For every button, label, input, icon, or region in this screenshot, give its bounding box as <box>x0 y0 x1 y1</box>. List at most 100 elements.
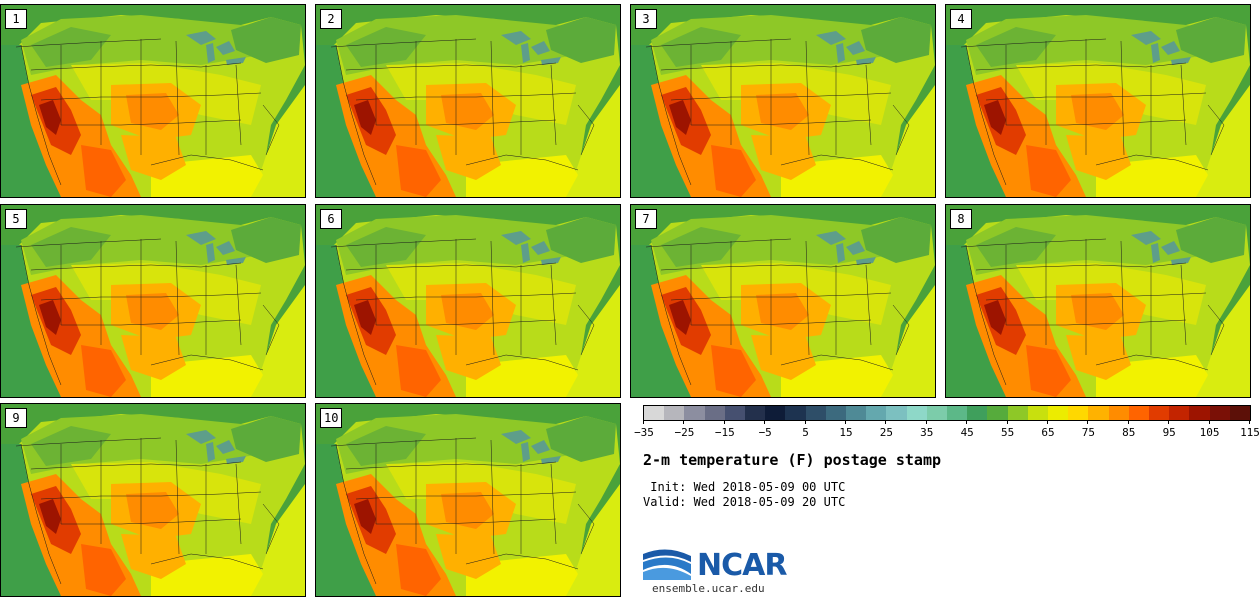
colorbar-cell <box>1088 406 1109 420</box>
colorbar-cell <box>846 406 867 420</box>
colorbar-tick <box>643 420 644 424</box>
us-temperature-map <box>946 5 1250 197</box>
ncar-logo-icon <box>643 549 691 580</box>
colorbar-tick-label: −25 <box>674 426 695 439</box>
colorbar-tick <box>885 420 887 424</box>
colorbar-cell <box>947 406 968 420</box>
panel-number: 6 <box>320 209 342 229</box>
colorbar-cell <box>1068 406 1089 420</box>
panel-number: 4 <box>950 9 972 29</box>
colorbar-cell <box>926 406 948 420</box>
colorbar <box>643 405 1251 421</box>
colorbar-cell <box>704 406 725 420</box>
colorbar-tick <box>764 420 766 424</box>
colorbar-tick-label: 25 <box>879 426 894 439</box>
colorbar-tick-label: 35 <box>920 426 934 439</box>
map-panel: 8 <box>945 204 1251 398</box>
map-panel: 7 <box>630 204 936 398</box>
colorbar-cell <box>906 406 927 420</box>
colorbar-tick <box>1087 420 1089 424</box>
colorbar-tick <box>1249 420 1250 424</box>
colorbar-cell <box>866 406 887 420</box>
panel-number: 9 <box>5 408 27 428</box>
map-panel: 3 <box>630 4 936 198</box>
map-panel: 4 <box>945 4 1251 198</box>
panel-number: 7 <box>635 209 657 229</box>
colorbar-ticks: −35 −25 −15 −5 5 15 25 35 45 55 65 75 85 95 105 115 <box>634 420 1260 444</box>
colorbar-tick-label: 95 <box>1162 426 1176 439</box>
colorbar-cell <box>1128 406 1150 420</box>
colorbar-tick-label: 45 <box>960 426 974 439</box>
colorbar-cell <box>987 406 1008 420</box>
colorbar-tick <box>1047 420 1048 424</box>
us-temperature-map <box>1 404 305 596</box>
map-panel: 2 <box>315 4 621 198</box>
colorbar-tick-label: −35 <box>634 426 654 439</box>
init-time: Init: Wed 2018-05-09 00 UTC <box>643 480 846 494</box>
valid-time: Valid: Wed 2018-05-09 20 UTC <box>643 495 846 509</box>
colorbar-cell <box>724 406 746 420</box>
panel-number: 1 <box>5 9 27 29</box>
colorbar-cell <box>1108 406 1129 420</box>
colorbar-cell <box>684 406 705 420</box>
colorbar-tick <box>804 420 806 424</box>
us-temperature-map <box>316 404 620 596</box>
colorbar-tick-label: 85 <box>1122 426 1136 439</box>
us-temperature-map <box>946 205 1250 397</box>
site-url: ensemble.ucar.edu <box>652 582 765 595</box>
map-panel: 1 <box>0 4 306 198</box>
colorbar-cell <box>1149 406 1170 420</box>
us-temperature-map <box>1 5 305 197</box>
colorbar-tick <box>1208 420 1210 424</box>
map-panel: 6 <box>315 204 621 398</box>
chart-title: 2-m temperature (F) postage stamp <box>643 451 942 469</box>
us-temperature-map <box>316 205 620 397</box>
colorbar-tick <box>683 420 685 424</box>
colorbar-cell <box>967 406 988 420</box>
colorbar-tick-label: 105 <box>1199 426 1220 439</box>
map-panel: 5 <box>0 204 306 398</box>
colorbar-cell <box>765 406 786 420</box>
colorbar-tick <box>1168 420 1170 424</box>
us-temperature-map <box>316 5 620 197</box>
colorbar-cell <box>825 406 847 420</box>
colorbar-cell <box>785 406 806 420</box>
colorbar-cell <box>664 406 685 420</box>
colorbar-cell <box>1169 406 1190 420</box>
colorbar-cell <box>644 406 665 420</box>
colorbar-tick-label: −5 <box>758 426 772 439</box>
colorbar-tick <box>723 420 725 424</box>
colorbar-tick-label: −15 <box>714 426 735 439</box>
panel-number: 5 <box>5 209 27 229</box>
us-temperature-map <box>1 205 305 397</box>
colorbar-cell <box>1048 406 1069 420</box>
colorbar-cell <box>1027 406 1049 420</box>
colorbar-cell <box>745 406 766 420</box>
us-temperature-map <box>631 205 935 397</box>
colorbar-tick <box>1127 420 1129 424</box>
colorbar-cell <box>1189 406 1210 420</box>
panel-number: 10 <box>320 408 343 428</box>
colorbar-cell <box>805 406 826 420</box>
colorbar-tick-label: 115 <box>1240 426 1260 439</box>
colorbar-tick-label: 5 <box>802 426 809 439</box>
colorbar-cell <box>1229 406 1251 420</box>
colorbar-tick-label: 75 <box>1081 426 1096 439</box>
map-panel: 9 <box>0 403 306 597</box>
colorbar-tick <box>1006 420 1008 424</box>
colorbar-cell <box>1007 406 1028 420</box>
colorbar-tick <box>925 420 927 424</box>
panel-number: 2 <box>320 9 342 29</box>
colorbar-cell <box>1209 406 1230 420</box>
us-temperature-map <box>631 5 935 197</box>
map-panel: 10 <box>315 403 621 597</box>
colorbar-tick-label: 65 <box>1041 426 1055 439</box>
panel-number: 3 <box>635 9 657 29</box>
panel-number: 8 <box>950 209 972 229</box>
colorbar-tick <box>845 420 846 424</box>
colorbar-cell <box>886 406 907 420</box>
colorbar-tick-label: 15 <box>839 426 853 439</box>
logo-text: NCAR <box>697 548 787 583</box>
colorbar-tick-label: 55 <box>1000 426 1015 439</box>
colorbar-tick <box>966 420 968 424</box>
